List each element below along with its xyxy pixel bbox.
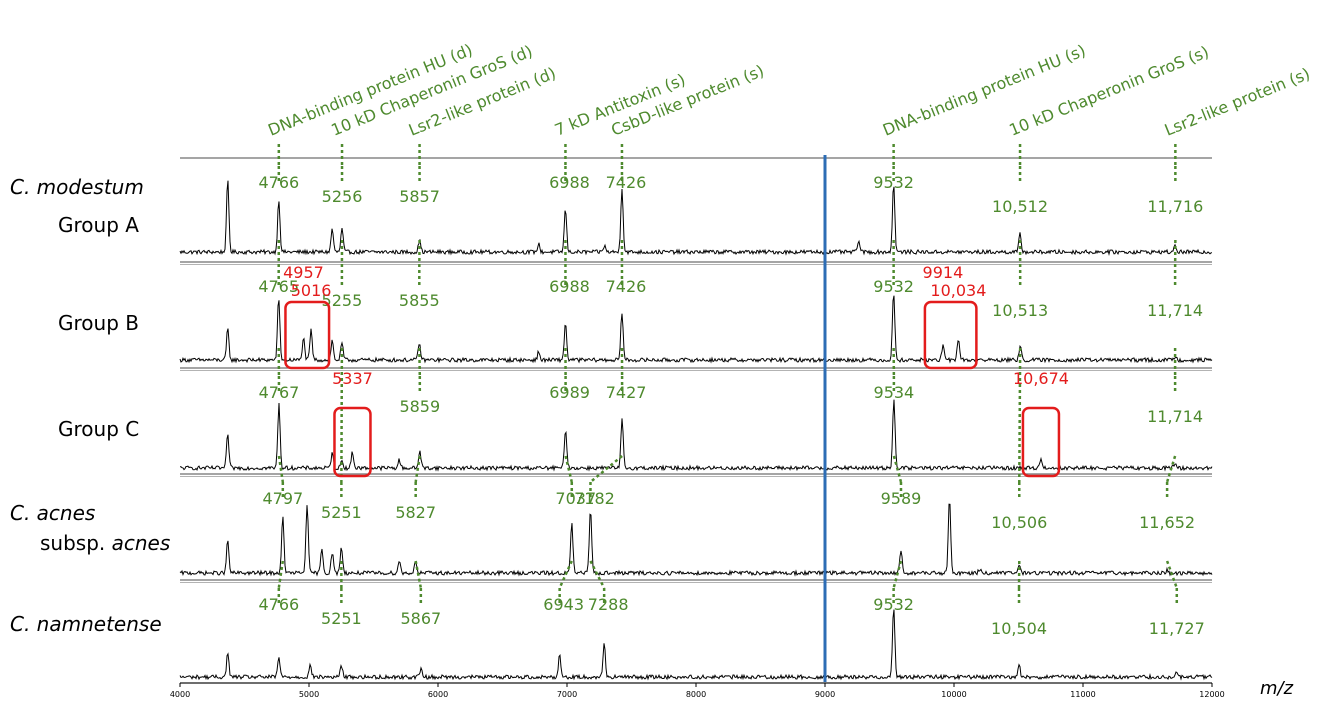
protein-header: DNA-binding protein HU (s) [880, 41, 1088, 140]
protein-connector [1018, 347, 1022, 483]
peak-label: 5867 [400, 609, 441, 628]
x-tick-label: 6000 [428, 690, 448, 699]
peak-label: 6988 [549, 277, 590, 296]
protein-connector [1165, 560, 1178, 589]
peak-label: 5256 [322, 187, 363, 206]
x-axis: 4000 5000 6000 7000 8000 9000 10000 11000 12000 [170, 682, 1225, 699]
highlight-box [284, 300, 331, 370]
protein-connector [277, 560, 285, 589]
peak-label: 7427 [606, 383, 647, 402]
new-peak-label: 5337 [332, 369, 373, 388]
x-axis-label: m/z [1260, 678, 1294, 699]
peak-label: 7037 [555, 489, 596, 508]
x-tick-label: 12000 [1199, 690, 1224, 699]
subsp-prefix: subsp. [40, 531, 112, 555]
highlight-box [1021, 406, 1061, 478]
peak-label: 7182 [574, 489, 615, 508]
peak-label: 10,512 [992, 197, 1048, 216]
peak-label: 11,727 [1149, 619, 1205, 638]
group-label: Group B [58, 311, 139, 335]
peak-label: 5857 [399, 187, 440, 206]
x-tick-label: 5000 [299, 690, 319, 699]
x-tick-label: 7000 [557, 690, 577, 699]
x-tick-label: 10000 [941, 690, 966, 699]
subspecies-label: subsp. acnes [40, 531, 170, 555]
x-tick-label: 11000 [1070, 690, 1095, 699]
protein-connector [892, 455, 903, 483]
peak-label: 4766 [258, 173, 299, 192]
peak-label: 11,714 [1147, 407, 1203, 426]
peak-label: 6989 [549, 383, 590, 402]
peak-label: 9589 [881, 489, 922, 508]
x-tick-label: 8000 [686, 690, 706, 699]
spectrum-trace [179, 295, 1213, 364]
protein-header: Lsr2-like protein (s) [1162, 64, 1313, 140]
new-peak-label: 4957 [283, 263, 324, 282]
peak-label: 9532 [873, 595, 914, 614]
peak-label: 4765 [258, 277, 299, 296]
peak-label: 5251 [321, 609, 362, 628]
peak-label: 4797 [262, 489, 303, 508]
peak-label: 4767 [259, 383, 300, 402]
peak-label: 10,513 [992, 301, 1048, 320]
spectrum-trace [179, 180, 1213, 256]
highlight-box [923, 300, 978, 370]
x-tick-label: 4000 [170, 690, 190, 699]
species-label: C. acnes [10, 501, 95, 525]
peak-label: 11,652 [1139, 513, 1195, 532]
spectrum-trace [180, 399, 1213, 472]
species-label: C. namnetense [10, 612, 162, 636]
spectrum-trace [179, 503, 1213, 577]
protein-connector [277, 455, 285, 483]
peak-label: 10,504 [991, 619, 1047, 638]
peak-label: 11,714 [1147, 301, 1203, 320]
peak-label: 4766 [258, 595, 299, 614]
peak-label: 7426 [606, 277, 647, 296]
peak-label: 5251 [321, 503, 362, 522]
protein-connector [1165, 455, 1177, 483]
new-peak-label: 10,034 [930, 281, 986, 300]
peak-label: 5855 [399, 291, 440, 310]
group-label: Group A [58, 213, 139, 237]
protein-connector [558, 560, 573, 589]
x-tick-label: 9000 [815, 690, 835, 699]
protein-connector [564, 455, 573, 483]
peak-label: 7426 [606, 173, 647, 192]
protein-connector [340, 347, 344, 483]
new-peak-label: 10,674 [1013, 369, 1069, 388]
group-label: Group C [58, 417, 139, 441]
peak-label: 7288 [588, 595, 629, 614]
peak-label: 11,716 [1147, 197, 1203, 216]
sample-labels: C. modestum Group A Group B Group C C. a… [10, 175, 170, 636]
protein-connector [589, 560, 606, 589]
spectrum-trace [179, 609, 1213, 681]
protein-connectors [277, 144, 1179, 606]
peak-label: 5827 [395, 503, 436, 522]
peak-labels: 4766 5256 5857 6988 7426 9532 10,512 11,716 4765… [258, 173, 1204, 638]
protein-connector [589, 455, 623, 483]
peak-label: 9534 [874, 383, 915, 402]
subsp-name: acnes [112, 531, 171, 555]
peak-label: 5255 [322, 291, 363, 310]
new-peak-label: 5016 [291, 281, 332, 300]
spectra-panels [179, 155, 1213, 684]
protein-connector [414, 560, 423, 589]
protein-headers: DNA-binding protein HU (d)10 kD Chaperon… [265, 40, 1312, 140]
peak-label: 10,506 [991, 513, 1047, 532]
protein-connector [414, 455, 422, 483]
protein-connector [892, 560, 903, 589]
peak-label: 5859 [399, 397, 440, 416]
protein-connector [418, 347, 422, 377]
new-peak-label: 9914 [923, 263, 964, 282]
peak-label: 9532 [873, 173, 914, 192]
peak-label: 6988 [549, 173, 590, 192]
highlight-box [333, 406, 372, 478]
peak-label: 9532 [873, 277, 914, 296]
peak-label: 6943 [543, 595, 584, 614]
species-label: C. modestum [10, 175, 144, 199]
